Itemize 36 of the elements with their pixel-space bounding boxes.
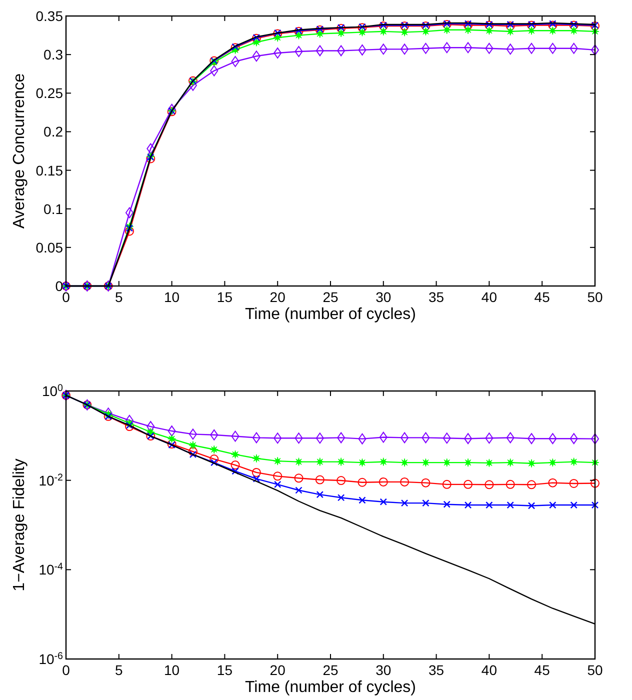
- x-tick-label: 5: [115, 662, 123, 678]
- y-tick-label: 10$^{-2}$: [38, 472, 63, 488]
- x-axis-title: Time (number of cycles): [245, 679, 416, 696]
- x-tick-label: 25: [322, 289, 338, 305]
- x-tick-label: 15: [216, 289, 233, 305]
- y-tick-label: 0.05: [36, 239, 64, 256]
- y-axis-title: 1−Average Fidelity: [11, 458, 28, 592]
- x-tick-label: 25: [322, 662, 338, 678]
- x-tick-label: 45: [534, 662, 550, 678]
- x-tick-label: 10: [164, 289, 180, 305]
- x-tick-label: 20: [270, 289, 286, 305]
- y-tick-label: 0: [55, 278, 64, 294]
- x-tick-label: 30: [376, 289, 392, 305]
- y-tick-label: 0.35: [36, 8, 64, 24]
- x-tick-label: 35: [428, 289, 444, 305]
- y-tick-label: 10$^{-4}$: [38, 561, 64, 578]
- x-tick-label: 50: [587, 662, 603, 678]
- x-tick-label: 40: [481, 289, 498, 305]
- y-tick-label: 0.2: [44, 124, 64, 140]
- y-tick-label: 0.25: [36, 85, 64, 102]
- y-tick-label: 10$^{0}$: [42, 382, 64, 399]
- x-tick-label: 40: [481, 662, 498, 678]
- y-axis-title: Average Concurrence: [11, 73, 28, 229]
- y-tick-label: 0.3: [44, 46, 64, 63]
- x-tick-label: 10: [164, 662, 180, 678]
- x-tick-label: 45: [534, 289, 550, 305]
- y-tick-label: 10$^{-6}$: [38, 650, 64, 667]
- x-tick-label: 50: [587, 289, 603, 305]
- x-axis-title: Time (number of cycles): [245, 306, 416, 323]
- x-tick-label: 30: [376, 662, 392, 678]
- y-tick-label: 0.1: [44, 200, 64, 217]
- y-tick-label: 0.15: [36, 162, 64, 178]
- x-tick-label: 5: [115, 289, 123, 305]
- x-tick-label: 20: [270, 662, 286, 678]
- x-tick-label: 35: [428, 662, 444, 678]
- x-tick-label: 15: [216, 662, 233, 678]
